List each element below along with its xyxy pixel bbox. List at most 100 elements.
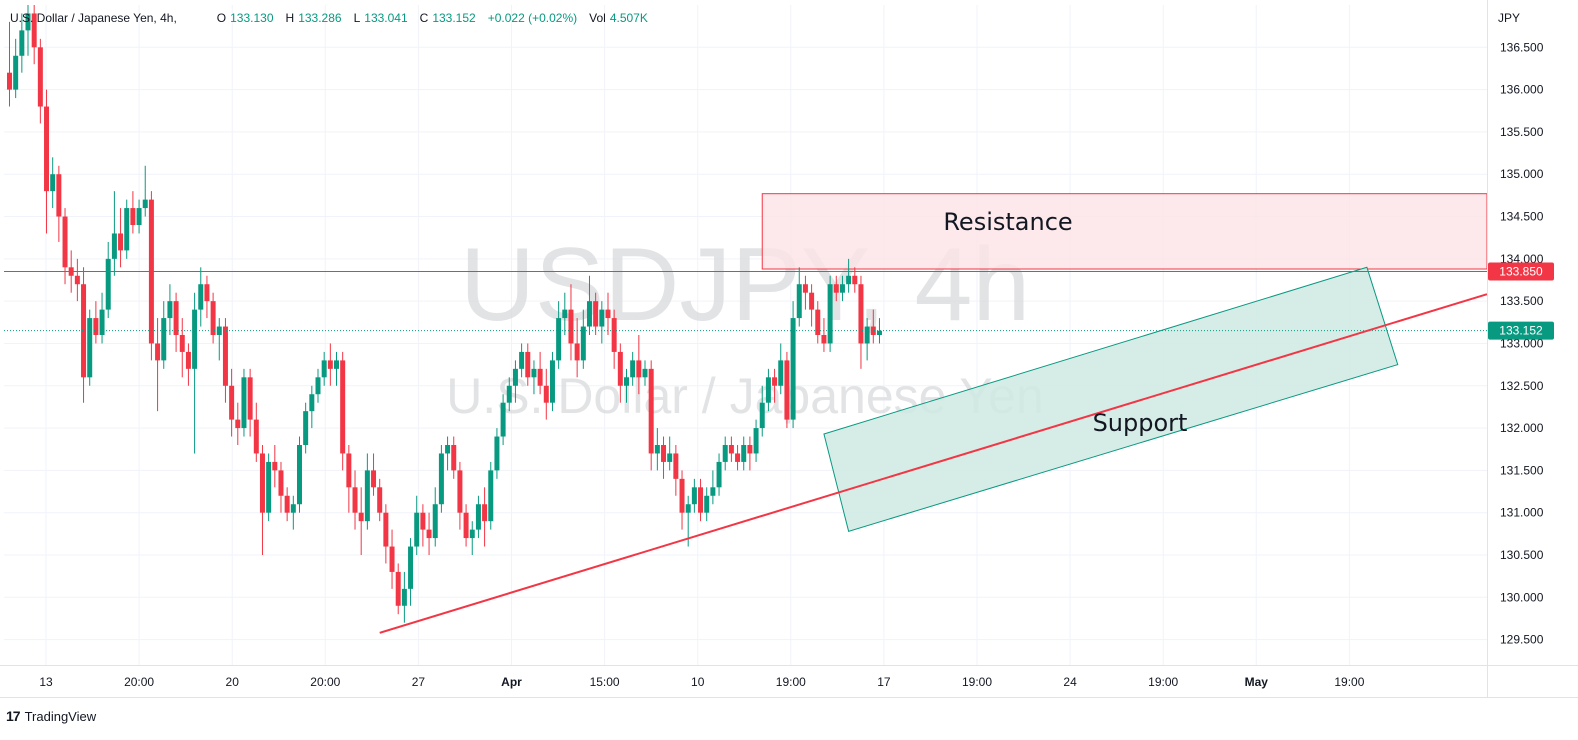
candle-body [722, 445, 728, 462]
x-tick-label: 13 [39, 675, 53, 689]
candle-body [173, 301, 179, 335]
candle-body [87, 318, 93, 378]
y-tick-label: 134.500 [1500, 210, 1544, 224]
candle-body [753, 428, 759, 454]
x-tick-label: 20:00 [124, 675, 154, 689]
candle-body [759, 402, 765, 429]
legend-open-value: 133.130 [230, 11, 274, 25]
candle-body [179, 335, 185, 352]
candle-body [81, 284, 87, 378]
candle-body [716, 461, 722, 488]
candle-body [303, 411, 309, 445]
candle-body [352, 487, 358, 513]
candle-body [210, 301, 216, 335]
symbol-legend: U.S. Dollar / Japanese Yen, 4h, O 133.130… [10, 11, 656, 25]
tradingview-brand[interactable]: 17 TradingView [6, 708, 96, 724]
y-tick-label: 135.000 [1500, 167, 1544, 181]
candle-body [155, 343, 161, 361]
candle-body [543, 385, 549, 403]
candle-body [599, 309, 605, 327]
candle-body [741, 445, 747, 462]
candle-body [691, 487, 697, 505]
drawing-zones[interactable] [761, 193, 1488, 532]
candle-body [377, 487, 383, 513]
candle-body [99, 309, 105, 335]
legend-low-label: L [353, 11, 361, 25]
y-tick-label: 132.000 [1500, 421, 1544, 435]
candle-body [438, 453, 444, 505]
candle-body [605, 309, 611, 319]
candle-body [870, 326, 876, 335]
candle-body [19, 30, 25, 56]
candle-body [167, 301, 173, 319]
tradingview-logo-icon: 17 [6, 708, 21, 724]
legend-volume-value: 4.507K [609, 11, 648, 25]
drawing-lines[interactable] [4, 271, 1488, 634]
candle-body [426, 529, 432, 539]
candle-body [142, 199, 148, 209]
candle-body [7, 72, 12, 90]
candle-body [309, 394, 315, 412]
candle-body [611, 318, 617, 352]
candle-body [482, 504, 488, 522]
y-tick-label: 130.500 [1500, 548, 1544, 562]
candle-body [519, 351, 525, 369]
y-tick-label: 132.500 [1500, 379, 1544, 393]
candle-body [778, 360, 784, 386]
x-tick-label: 20 [226, 675, 240, 689]
candle-body [74, 275, 80, 285]
y-tick-label: 133.000 [1500, 336, 1544, 350]
candle-body [537, 368, 543, 386]
candle-body [494, 436, 500, 471]
candle-body [525, 351, 531, 378]
candle-body [864, 326, 870, 344]
legend-high-value: 133.286 [298, 11, 342, 25]
candle-body [667, 453, 673, 462]
legend-close-label: C [419, 11, 429, 25]
support-channel [823, 266, 1399, 532]
candle-body [500, 402, 506, 437]
candle-body [216, 326, 222, 335]
legend-symbol[interactable]: U.S. Dollar / Japanese Yen, 4h, [10, 11, 177, 25]
candle-body [340, 360, 346, 454]
candle-body [506, 385, 512, 403]
resistance-price-label: 133.850 [1499, 265, 1543, 279]
candle-body [229, 385, 235, 420]
candle-body [364, 470, 370, 522]
axes[interactable]: 129.500 130.000 130.500 131.000 131.500 132.0… [0, 0, 1578, 698]
candle-body [858, 284, 864, 344]
candle-body [241, 377, 247, 429]
candle-body [593, 301, 599, 327]
candle-body [62, 216, 68, 268]
candle-body [673, 453, 679, 479]
candle-body [198, 284, 204, 310]
candle-body [420, 512, 426, 530]
candle-body [833, 284, 839, 293]
candle-body [568, 309, 574, 344]
x-tick-label: 20:00 [310, 675, 340, 689]
support-label: Support [1093, 409, 1188, 437]
candle-body [728, 445, 734, 454]
resistance-label: Resistance [943, 208, 1072, 236]
y-tick-label: 129.500 [1500, 633, 1544, 647]
currency-label: JPY [1498, 11, 1520, 25]
drawing-labels: Resistance Support [943, 208, 1187, 437]
legend-open-label: O [216, 11, 227, 25]
x-tick-label: May [1245, 675, 1269, 689]
candle-body [531, 368, 537, 378]
candle-body [790, 318, 796, 420]
candle-body [111, 233, 117, 259]
x-tick-label: 17 [877, 675, 891, 689]
y-tick-label: 136.000 [1500, 83, 1544, 97]
candle-body [130, 208, 136, 225]
candle-body [346, 453, 352, 488]
legend-volume-label: Vol [589, 11, 606, 25]
candle-body [56, 174, 62, 217]
candle-body [124, 208, 130, 251]
candle-body [846, 275, 852, 285]
candle-body [401, 588, 407, 606]
candle-body [259, 453, 265, 513]
candle-body [815, 309, 821, 335]
candle-body [31, 13, 37, 48]
